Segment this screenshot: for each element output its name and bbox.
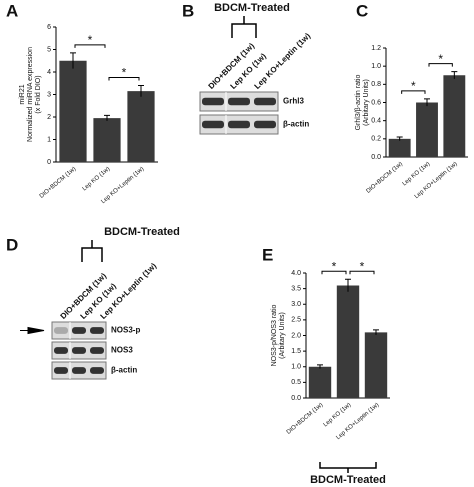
y-tick-label: 0.2 xyxy=(371,136,381,143)
y-tick-label: 6 xyxy=(47,24,51,31)
error-bar xyxy=(104,114,110,121)
band-label: Grhl3 xyxy=(283,97,304,106)
x-tick-label: Lep KO (1w) xyxy=(82,166,112,192)
group-bracket xyxy=(231,16,257,38)
group-label: BDCM-Treated xyxy=(214,2,290,14)
significance-bracket xyxy=(349,270,375,275)
y-axis-label: Grhl3/β-actin ratio xyxy=(355,75,362,131)
y-tick-label: 1 xyxy=(47,136,51,143)
blot-band xyxy=(90,367,104,374)
significance-bracket xyxy=(401,90,426,94)
bar xyxy=(336,285,360,398)
error-bar xyxy=(396,136,403,141)
blot-band xyxy=(54,347,68,354)
panel-letter: B xyxy=(182,1,194,20)
bar xyxy=(93,118,121,162)
bar xyxy=(308,366,332,398)
blot-band xyxy=(72,367,86,374)
band-label: β-actin xyxy=(283,120,309,129)
error-bar xyxy=(138,85,144,97)
band-label: NOS3-p xyxy=(111,326,140,335)
significance-label: * xyxy=(360,259,365,273)
blot-band xyxy=(54,367,68,374)
y-tick-label: 2.5 xyxy=(291,317,301,324)
group-label: BDCM-Treated xyxy=(310,474,386,486)
y-axis-label: Normalized miRNA expression xyxy=(27,47,34,142)
blot-band xyxy=(228,120,250,129)
error-bar xyxy=(451,71,458,79)
y-tick-label: 0.6 xyxy=(371,99,381,106)
blot-band xyxy=(202,120,224,129)
group-bracket xyxy=(319,462,377,473)
bar xyxy=(388,138,411,157)
y-tick-label: 3 xyxy=(47,91,51,98)
error-bar xyxy=(373,329,379,335)
significance-bracket xyxy=(428,63,453,67)
significance-bracket xyxy=(108,77,140,81)
bar xyxy=(416,102,438,157)
panel-letter: E xyxy=(262,245,273,264)
x-tick-label: DIO+BDCM (1w) xyxy=(366,161,404,195)
error-bar xyxy=(317,364,323,369)
y-tick-label: 2.0 xyxy=(291,332,301,339)
significance-bracket xyxy=(74,44,106,48)
error-bar xyxy=(424,98,430,107)
y-tick-label: 1.5 xyxy=(291,348,301,355)
group-bracket xyxy=(81,240,103,262)
panel-letter: C xyxy=(356,1,368,20)
y-tick-label: 3.5 xyxy=(291,285,301,292)
y-axis-label: NOS3-p/NOS3 ratio xyxy=(271,304,278,366)
significance-label: * xyxy=(411,79,416,93)
blot-band xyxy=(202,97,224,106)
arrow xyxy=(20,326,45,335)
band-label: β-actin xyxy=(111,366,137,375)
blot-band xyxy=(254,97,276,106)
y-axis-label: (x Fold DIO) xyxy=(35,75,42,113)
y-tick-label: 4.0 xyxy=(291,270,301,277)
blot-band xyxy=(90,347,104,354)
blot-band xyxy=(54,327,68,334)
y-tick-label: 0 xyxy=(47,159,51,166)
blot-band xyxy=(72,327,86,334)
y-tick-label: 1.2 xyxy=(371,45,381,52)
blot-band xyxy=(90,327,104,334)
error-bar xyxy=(70,52,76,69)
y-axis-label: (Arbitary Units) xyxy=(363,79,370,126)
y-tick-label: 4 xyxy=(47,69,51,76)
y-tick-label: 0.0 xyxy=(371,154,381,161)
panel-letter: A xyxy=(6,1,18,20)
y-tick-label: 1.0 xyxy=(371,63,381,70)
blot-band xyxy=(254,120,276,129)
bar xyxy=(364,332,388,398)
panel-letter: D xyxy=(6,235,18,254)
blot-band xyxy=(228,97,250,106)
significance-label: * xyxy=(332,259,337,273)
significance-label: * xyxy=(122,66,127,80)
significance-bracket xyxy=(321,270,347,275)
y-tick-label: 1.0 xyxy=(291,364,301,371)
y-tick-label: 0.4 xyxy=(371,118,381,125)
x-tick-label: DIO+BDCM (1w) xyxy=(39,166,77,200)
y-axis-label: miR21 xyxy=(19,84,26,104)
y-tick-label: 0.5 xyxy=(291,379,301,386)
y-axis-label: (Arbitary Units) xyxy=(279,312,286,359)
band-label: NOS3 xyxy=(111,346,133,355)
bar xyxy=(443,75,466,157)
error-bar xyxy=(345,278,351,292)
y-tick-label: 2 xyxy=(47,114,51,121)
y-tick-label: 5 xyxy=(47,46,51,53)
x-tick-label: Lep KO (1w) xyxy=(323,402,353,428)
bar xyxy=(59,60,87,162)
x-tick-label: DIO+BDCM (1w) xyxy=(286,402,324,436)
y-tick-label: 0.8 xyxy=(371,81,381,88)
bar xyxy=(127,91,155,162)
significance-label: * xyxy=(88,33,93,47)
blot-band xyxy=(72,347,86,354)
y-tick-label: 3.0 xyxy=(291,301,301,308)
significance-label: * xyxy=(438,52,443,66)
group-label: BDCM-Treated xyxy=(104,226,180,238)
y-tick-label: 0.0 xyxy=(291,395,301,402)
